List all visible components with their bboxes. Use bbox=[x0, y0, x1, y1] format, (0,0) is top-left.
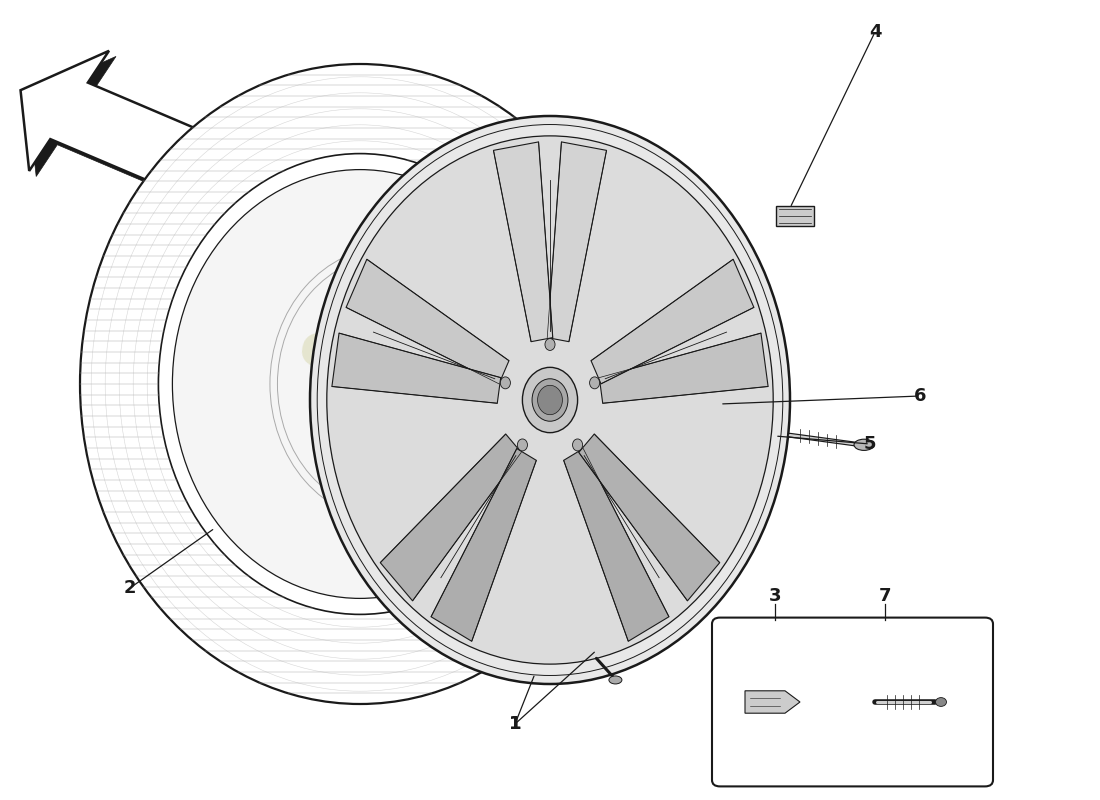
Ellipse shape bbox=[517, 439, 528, 451]
Ellipse shape bbox=[173, 170, 548, 598]
Text: passion
for parts: passion for parts bbox=[355, 454, 484, 538]
Polygon shape bbox=[591, 259, 754, 384]
Polygon shape bbox=[600, 333, 768, 403]
Polygon shape bbox=[21, 51, 211, 192]
Ellipse shape bbox=[158, 154, 562, 614]
Polygon shape bbox=[332, 333, 500, 403]
Polygon shape bbox=[28, 57, 219, 198]
FancyBboxPatch shape bbox=[712, 618, 993, 786]
Ellipse shape bbox=[609, 676, 622, 684]
Polygon shape bbox=[346, 259, 509, 384]
Ellipse shape bbox=[80, 64, 640, 704]
Ellipse shape bbox=[590, 377, 600, 389]
Ellipse shape bbox=[538, 386, 562, 414]
Text: 4: 4 bbox=[869, 23, 881, 41]
Ellipse shape bbox=[572, 439, 583, 451]
Text: 1: 1 bbox=[508, 715, 521, 733]
Text: 7: 7 bbox=[879, 587, 891, 605]
Polygon shape bbox=[745, 690, 800, 714]
Text: 5: 5 bbox=[864, 435, 877, 453]
Text: 2: 2 bbox=[123, 579, 136, 597]
Ellipse shape bbox=[935, 698, 946, 706]
Text: 1: 1 bbox=[508, 715, 521, 733]
Polygon shape bbox=[431, 449, 537, 642]
Polygon shape bbox=[494, 142, 553, 342]
Ellipse shape bbox=[532, 378, 568, 422]
Ellipse shape bbox=[854, 439, 874, 450]
Ellipse shape bbox=[544, 338, 556, 350]
Ellipse shape bbox=[522, 367, 578, 433]
FancyBboxPatch shape bbox=[776, 206, 814, 226]
Polygon shape bbox=[563, 449, 669, 642]
Ellipse shape bbox=[500, 377, 510, 389]
Polygon shape bbox=[579, 434, 719, 601]
Ellipse shape bbox=[310, 116, 790, 684]
Text: 3: 3 bbox=[769, 587, 781, 605]
Ellipse shape bbox=[327, 136, 773, 664]
Text: eurospares: eurospares bbox=[294, 318, 667, 450]
Polygon shape bbox=[381, 434, 521, 601]
Text: 6: 6 bbox=[914, 387, 926, 405]
Polygon shape bbox=[547, 142, 606, 342]
